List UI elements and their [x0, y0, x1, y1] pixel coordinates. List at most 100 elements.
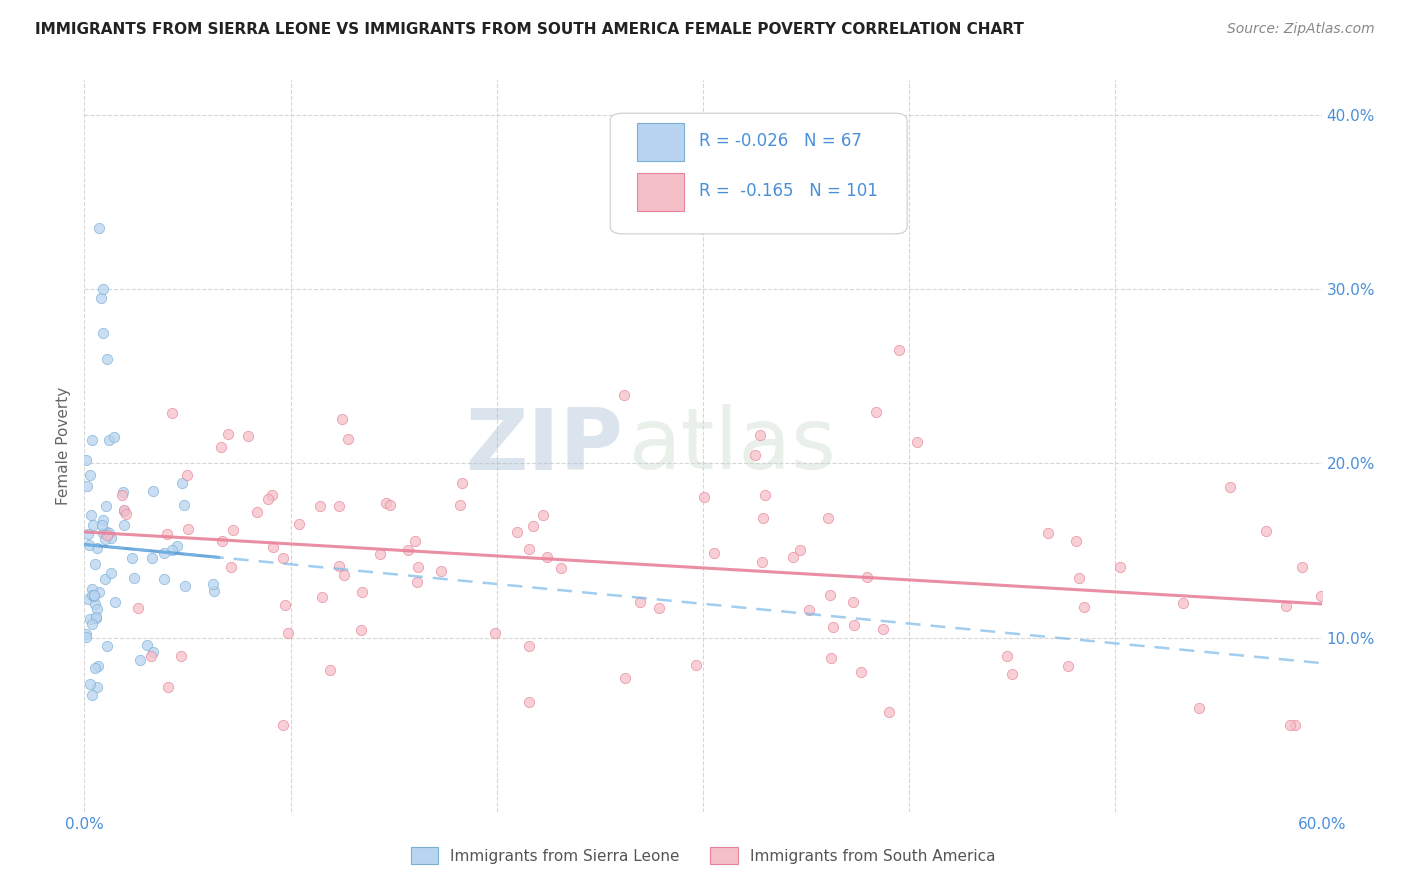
Point [531, 508, 554, 523]
Point [517, 695, 540, 709]
Point [1038, 526, 1060, 541]
Point [100, 566, 122, 580]
Point [693, 490, 716, 504]
Point [172, 476, 194, 491]
Text: R =  -0.165   N = 101: R = -0.165 N = 101 [699, 182, 879, 200]
Point [209, 440, 232, 454]
Point [744, 448, 766, 462]
Point [112, 503, 135, 517]
Point [79, 508, 101, 522]
Point [817, 511, 839, 525]
Point [328, 559, 350, 574]
Point [115, 508, 138, 522]
Point [271, 717, 294, 731]
Point [849, 665, 872, 679]
Y-axis label: Female Poverty: Female Poverty [56, 387, 72, 505]
Point [176, 522, 198, 536]
Point [96, 528, 118, 542]
Point [823, 619, 845, 633]
Point [311, 590, 333, 604]
Point [449, 498, 471, 512]
Point [153, 546, 176, 560]
Point [79, 468, 101, 483]
Point [86, 541, 108, 556]
Point [222, 523, 245, 537]
Point [517, 541, 540, 556]
Point [170, 648, 193, 663]
Point [112, 485, 135, 500]
Point [1188, 701, 1211, 715]
Point [83, 588, 105, 602]
Point [156, 527, 179, 541]
Point [277, 626, 299, 640]
Point [505, 524, 527, 539]
Point [91, 282, 114, 296]
Point [96, 351, 118, 366]
Point [79, 677, 101, 691]
Point [80, 582, 103, 596]
Point [111, 488, 134, 502]
Point [84, 598, 107, 612]
Point [1069, 571, 1091, 585]
Point [262, 488, 284, 502]
Point [87, 221, 110, 235]
Point [122, 571, 145, 585]
Point [842, 617, 865, 632]
Point [404, 534, 426, 549]
Point [204, 584, 226, 599]
Point [1057, 658, 1080, 673]
Point [333, 568, 356, 582]
Point [94, 500, 117, 514]
Point [749, 427, 772, 442]
Point [83, 660, 105, 674]
Point [75, 627, 97, 641]
Point [820, 588, 842, 602]
Point [141, 551, 163, 566]
Point [202, 577, 225, 591]
Point [865, 405, 887, 419]
Point [97, 526, 120, 541]
Point [257, 491, 280, 506]
Point [751, 555, 773, 569]
Text: IMMIGRANTS FROM SIERRA LEONE VS IMMIGRANTS FROM SOUTH AMERICA FEMALE POVERTY COR: IMMIGRANTS FROM SIERRA LEONE VS IMMIGRAN… [35, 22, 1024, 37]
Point [84, 609, 107, 624]
Point [550, 561, 572, 575]
Point [80, 616, 103, 631]
FancyBboxPatch shape [637, 123, 685, 161]
Point [176, 468, 198, 483]
Point [160, 406, 183, 420]
Point [380, 498, 402, 512]
Point [820, 650, 842, 665]
Point [628, 595, 651, 609]
FancyBboxPatch shape [610, 113, 907, 234]
Point [288, 516, 311, 531]
Point [90, 291, 112, 305]
Point [77, 538, 100, 552]
Point [84, 611, 107, 625]
Point [157, 680, 180, 694]
Point [211, 534, 233, 549]
Point [842, 595, 865, 609]
Point [271, 550, 294, 565]
Point [370, 547, 392, 561]
Point [104, 595, 127, 609]
Point [856, 570, 879, 584]
Point [1254, 524, 1277, 538]
Point [75, 452, 97, 467]
Point [274, 599, 297, 613]
Point [76, 478, 98, 492]
Point [887, 343, 910, 358]
Point [1219, 479, 1241, 493]
Point [76, 527, 98, 541]
Point [127, 600, 149, 615]
Point [96, 524, 118, 539]
Point [484, 626, 506, 640]
Point [100, 531, 122, 545]
Point [1284, 717, 1306, 731]
Point [91, 526, 114, 541]
Point [1275, 599, 1298, 613]
Point [166, 540, 188, 554]
Point [87, 659, 110, 673]
Point [77, 591, 100, 606]
Point [754, 488, 776, 502]
